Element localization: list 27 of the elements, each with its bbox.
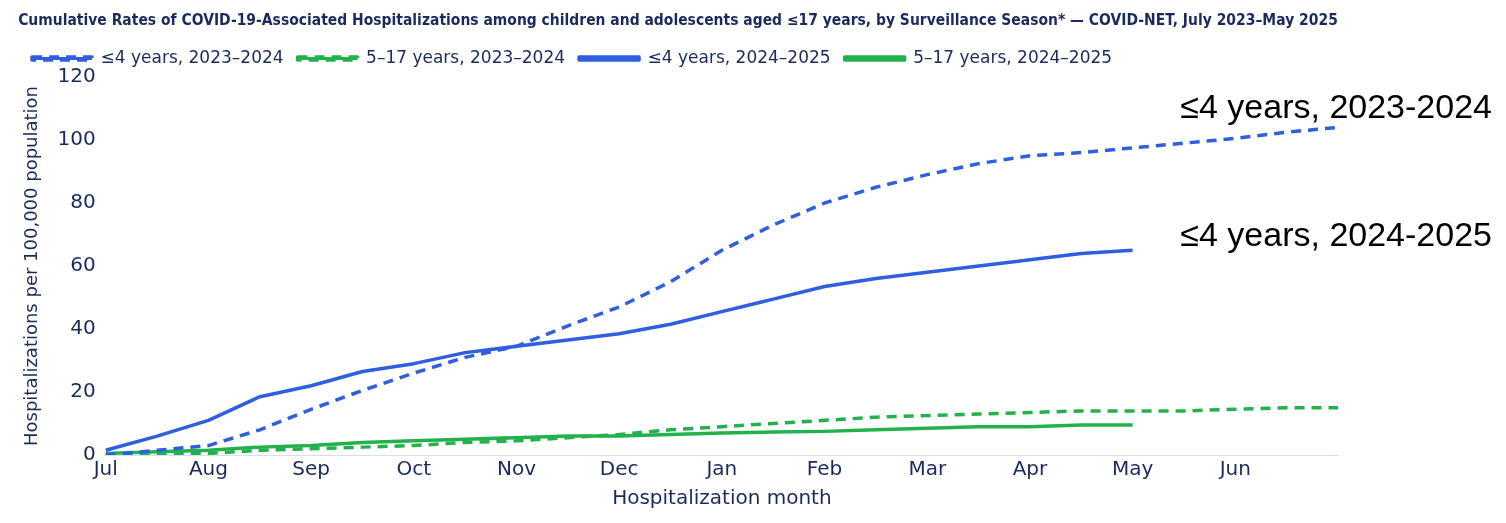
x-tick-label: May [1111, 456, 1154, 481]
legend-label: ≤4 years, 2024–2025 [647, 46, 831, 67]
y-tick-label: 40 [70, 315, 96, 340]
x-tick-label: Feb [806, 456, 843, 481]
x-axis-title: Hospitalization month [612, 485, 832, 510]
legend-label: 5–17 years, 2024–2025 [913, 46, 1113, 67]
legend-label: 5–17 years, 2023–2024 [366, 46, 566, 67]
y-tick-label: 100 [57, 126, 96, 151]
y-tick-label: 80 [70, 189, 96, 214]
x-tick-label: Mar [908, 456, 947, 481]
y-tick-label: 0 [83, 441, 96, 466]
y-tick-label: 120 [57, 63, 96, 88]
annotation: ≤4 years, 2024-2025 [1180, 215, 1492, 253]
legend-label: ≤4 years, 2023–2024 [100, 46, 284, 67]
x-tick-label: Dec [599, 456, 639, 481]
x-tick-label: Apr [1012, 456, 1049, 481]
x-tick-label: Oct [396, 456, 432, 481]
y-tick-label: 60 [70, 252, 96, 277]
annotation: ≤4 years, 2023-2024 [1180, 87, 1492, 125]
y-axis-title: Hospitalizations per 100,000 population [20, 85, 42, 447]
x-tick-label: Jan [704, 456, 738, 481]
chart-title: Cumulative Rates of COVID-19-Associated Hospitalizations among children and adolescents aged ≤17 years, by Surveillance Season* — COVID-NET, July 2023–May 2025 [18, 11, 1338, 28]
x-tick-label: Sep [292, 456, 330, 481]
x-tick-label: Aug [188, 456, 228, 481]
x-tick-label: Nov [496, 456, 537, 481]
x-tick-label: Jun [1217, 456, 1251, 481]
y-tick-label: 20 [70, 378, 96, 403]
